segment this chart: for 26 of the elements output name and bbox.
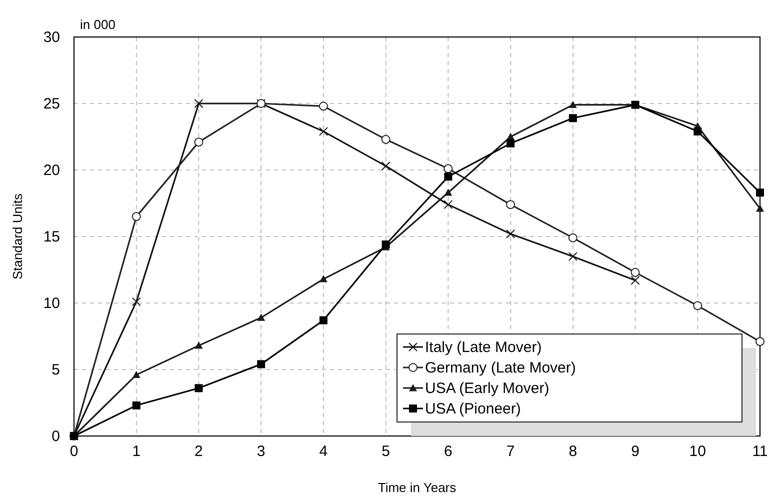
x-tick-label: 4	[319, 443, 328, 460]
x-tick-label: 0	[70, 443, 78, 460]
y-tick-label: 30	[43, 29, 60, 46]
x-tick-label: 5	[382, 443, 390, 460]
x-tick-label: 1	[132, 443, 141, 460]
legend-label: Italy (Late Mover)	[425, 339, 542, 356]
legend-label: USA (Pioneer)	[425, 400, 521, 418]
legend-label: USA (Early Mover)	[425, 380, 550, 397]
x-tick-label: 10	[689, 443, 706, 460]
y-tick-label: 0	[52, 428, 60, 445]
y-tick-label: 10	[43, 295, 60, 312]
legend-label: Germany (Late Mover)	[425, 360, 576, 376]
x-axis-title: Time in Years	[378, 480, 457, 495]
x-tick-label: 8	[568, 443, 578, 460]
text: in 000	[80, 17, 116, 32]
y-tick-label: 5	[52, 362, 60, 378]
x-tick-label: 2	[194, 443, 203, 460]
x-tick-label: 11	[752, 443, 768, 460]
x-tick-label: 6	[444, 443, 452, 460]
y-tick-label: 25	[43, 96, 60, 112]
x-tick-label: 9	[631, 443, 640, 460]
y-tick-label: 20	[43, 162, 60, 179]
y-axis-title: Standard Units	[10, 193, 25, 280]
x-tick-label: 7	[506, 443, 515, 460]
y-tick-label: 15	[43, 228, 60, 246]
x-tick-label: 3	[256, 443, 266, 460]
